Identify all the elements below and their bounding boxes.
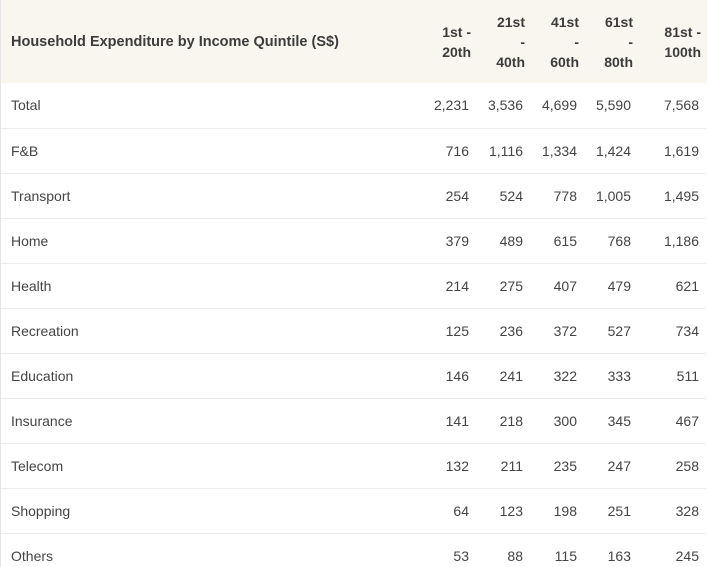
column-header-q2: 21st - 40th — [496, 13, 525, 70]
cell-value: 372 — [553, 322, 577, 339]
cell-value: 64 — [453, 502, 469, 519]
cell-value: 88 — [507, 547, 523, 564]
cell-value: 379 — [445, 232, 469, 249]
cell-value: 241 — [499, 367, 523, 384]
table-row: Shopping 64 123 198 251 328 — [1, 488, 707, 533]
row-label: Total — [11, 97, 41, 114]
cell-value: 275 — [499, 277, 523, 294]
column-header-q5: 81st - 100th — [664, 23, 701, 60]
cell-value: 211 — [500, 457, 523, 474]
cell-value: 53 — [453, 547, 469, 564]
table-row: Education 146 241 322 333 511 — [1, 353, 707, 398]
cell-value: 489 — [499, 232, 523, 249]
cell-value: 7,568 — [663, 97, 699, 114]
table-body: Total 2,231 3,536 4,699 5,590 7,568 F&B … — [1, 83, 707, 567]
cell-value: 778 — [553, 187, 577, 204]
cell-value: 235 — [553, 457, 577, 474]
cell-value: 621 — [675, 277, 699, 294]
table-row: Home 379 489 615 768 1,186 — [1, 218, 707, 263]
cell-value: 125 — [445, 322, 469, 339]
column-header-q1: 1st - 20th — [442, 23, 471, 60]
header-row: Household Expenditure by Income Quintile… — [1, 0, 707, 83]
cell-value: 524 — [499, 187, 523, 204]
row-label: Home — [11, 232, 49, 249]
cell-value: 734 — [675, 322, 699, 339]
cell-value: 198 — [553, 502, 577, 519]
cell-value: 123 — [499, 502, 523, 519]
row-label: Telecom — [11, 457, 64, 474]
table-row: Transport 254 524 778 1,005 1,495 — [1, 173, 707, 218]
table-row: Recreation 125 236 372 527 734 — [1, 308, 707, 353]
cell-value: 1,186 — [663, 232, 699, 249]
cell-value: 1,619 — [663, 142, 699, 159]
cell-value: 163 — [607, 547, 631, 564]
cell-value: 236 — [499, 322, 523, 339]
cell-value: 407 — [553, 277, 577, 294]
table-row: Health 214 275 407 479 621 — [1, 263, 707, 308]
cell-value: 245 — [675, 547, 699, 564]
cell-value: 615 — [553, 232, 577, 249]
cell-value: 768 — [607, 232, 631, 249]
row-label: Others — [11, 547, 54, 564]
cell-value: 247 — [607, 457, 631, 474]
column-header-q4: 61st - 80th — [604, 13, 633, 70]
row-label: Recreation — [11, 322, 79, 339]
cell-value: 5,590 — [595, 97, 631, 114]
table-row: F&B 716 1,116 1,334 1,424 1,619 — [1, 128, 707, 173]
table-title: Household Expenditure by Income Quintile… — [11, 33, 339, 50]
cell-value: 322 — [553, 367, 577, 384]
cell-value: 146 — [445, 367, 469, 384]
row-label: Insurance — [11, 412, 73, 429]
cell-value: 467 — [675, 412, 699, 429]
cell-value: 1,005 — [595, 187, 631, 204]
cell-value: 333 — [607, 367, 631, 384]
table-row: Telecom 132 211 235 247 258 — [1, 443, 707, 488]
cell-value: 345 — [607, 412, 631, 429]
cell-value: 1,495 — [663, 187, 699, 204]
cell-value: 115 — [554, 547, 577, 564]
table-header: Household Expenditure by Income Quintile… — [1, 0, 707, 83]
row-label: Shopping — [11, 502, 71, 519]
cell-value: 251 — [607, 502, 631, 519]
row-label: Health — [11, 277, 52, 294]
cell-value: 132 — [445, 457, 469, 474]
table-row: Others 53 88 115 163 245 — [1, 533, 707, 567]
cell-value: 716 — [445, 142, 469, 159]
cell-value: 218 — [499, 412, 523, 429]
cell-value: 527 — [607, 322, 631, 339]
row-label: Transport — [11, 187, 71, 204]
cell-value: 479 — [607, 277, 631, 294]
cell-value: 300 — [553, 412, 577, 429]
cell-value: 258 — [675, 457, 699, 474]
cell-value: 1,116 — [489, 142, 523, 159]
cell-value: 1,424 — [595, 142, 631, 159]
cell-value: 511 — [676, 367, 699, 384]
row-label: F&B — [11, 142, 39, 159]
cell-value: 328 — [675, 502, 699, 519]
cell-value: 4,699 — [541, 97, 577, 114]
row-label: Education — [11, 367, 74, 384]
column-header-q3: 41st - 60th — [550, 13, 579, 70]
cell-value: 3,536 — [487, 97, 523, 114]
table-row: Insurance 141 218 300 345 467 — [1, 398, 707, 443]
cell-value: 141 — [445, 412, 469, 429]
cell-value: 254 — [445, 187, 469, 204]
table-row: Total 2,231 3,536 4,699 5,590 7,568 — [1, 83, 707, 128]
cell-value: 2,231 — [433, 97, 469, 114]
cell-value: 214 — [445, 277, 469, 294]
cell-value: 1,334 — [541, 142, 577, 159]
